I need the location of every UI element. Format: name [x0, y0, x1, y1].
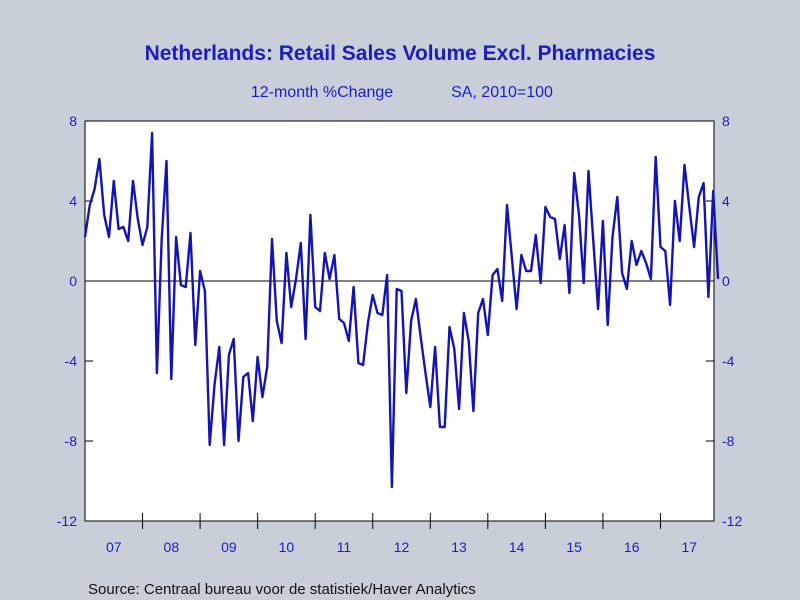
- x-tick-label: 09: [221, 539, 237, 555]
- source-note: Source: Centraal bureau voor de statisti…: [88, 581, 476, 598]
- y-tick-label-left: 0: [69, 273, 77, 289]
- x-tick-label: 17: [681, 539, 697, 555]
- chart-subtitle-left: 12-month %Change: [251, 84, 393, 101]
- x-tick-label: 14: [509, 539, 525, 555]
- x-tick-label: 10: [279, 539, 295, 555]
- y-tick-label-left: -12: [57, 513, 77, 529]
- x-tick-label: 12: [394, 539, 410, 555]
- y-tick-label-left: -8: [65, 433, 78, 449]
- series-group: [83, 131, 720, 489]
- x-axis: 07 08 09 10 11 12 13 14 15 16 17: [106, 513, 697, 555]
- x-tick-label: 11: [337, 539, 352, 555]
- y-tick-label-right: -4: [722, 353, 735, 369]
- y-tick-label-left: 4: [69, 193, 77, 209]
- x-tick-label: 16: [624, 539, 640, 555]
- y-tick-label-left: 8: [69, 113, 77, 129]
- x-tick-label: 08: [164, 539, 180, 555]
- y-tick-label-right: 4: [722, 193, 730, 209]
- x-tick-label: 07: [106, 539, 122, 555]
- y-tick-label-right: -12: [722, 513, 742, 529]
- y-axis-right: 8 4 0 -4 -8 -12: [706, 113, 742, 529]
- y-axis-left: 8 4 0 -4 -8 -12: [57, 113, 93, 529]
- y-tick-label-right: 8: [722, 113, 730, 129]
- series-line: [83, 131, 720, 489]
- y-tick-label-left: -4: [65, 353, 78, 369]
- plot-area: [84, 120, 715, 522]
- x-tick-label: 13: [451, 539, 467, 555]
- chart-title: Netherlands: Retail Sales Volume Excl. P…: [145, 42, 656, 65]
- y-tick-label-right: -8: [722, 433, 735, 449]
- chart-subtitle-right: SA, 2010=100: [451, 84, 553, 101]
- y-tick-label-right: 0: [722, 273, 730, 289]
- x-tick-label: 15: [566, 539, 582, 555]
